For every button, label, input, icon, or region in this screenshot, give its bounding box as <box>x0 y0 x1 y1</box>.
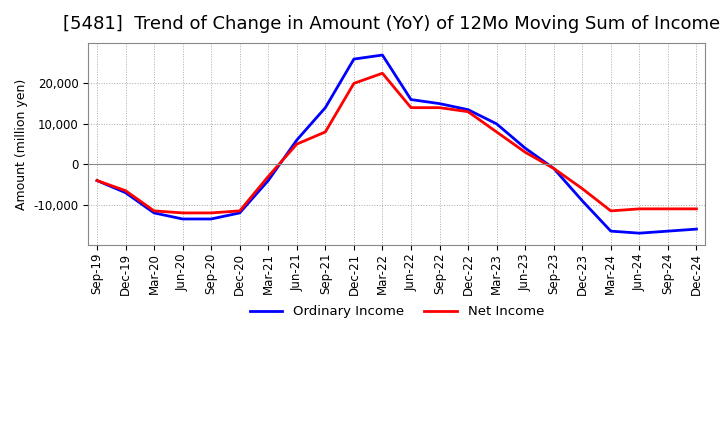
Ordinary Income <box>606 228 615 234</box>
Net Income <box>521 150 529 155</box>
Ordinary Income <box>435 101 444 106</box>
Ordinary Income <box>407 97 415 102</box>
Net Income <box>93 178 102 183</box>
Ordinary Income <box>321 105 330 110</box>
Line: Ordinary Income: Ordinary Income <box>97 55 696 233</box>
Net Income <box>179 210 187 216</box>
Ordinary Income <box>549 166 558 171</box>
Net Income <box>492 129 501 135</box>
Net Income <box>407 105 415 110</box>
Ordinary Income <box>264 178 273 183</box>
Ordinary Income <box>179 216 187 222</box>
Net Income <box>292 141 301 147</box>
Y-axis label: Amount (million yen): Amount (million yen) <box>15 78 28 210</box>
Ordinary Income <box>292 137 301 143</box>
Net Income <box>664 206 672 212</box>
Net Income <box>235 208 244 213</box>
Ordinary Income <box>492 121 501 126</box>
Ordinary Income <box>207 216 215 222</box>
Ordinary Income <box>235 210 244 216</box>
Legend: Ordinary Income, Net Income: Ordinary Income, Net Income <box>244 300 549 324</box>
Line: Net Income: Net Income <box>97 73 696 213</box>
Title: [5481]  Trend of Change in Amount (YoY) of 12Mo Moving Sum of Incomes: [5481] Trend of Change in Amount (YoY) o… <box>63 15 720 33</box>
Net Income <box>150 208 158 213</box>
Ordinary Income <box>350 56 359 62</box>
Net Income <box>549 166 558 171</box>
Ordinary Income <box>521 146 529 151</box>
Net Income <box>635 206 644 212</box>
Net Income <box>264 174 273 179</box>
Ordinary Income <box>378 52 387 58</box>
Ordinary Income <box>692 227 701 232</box>
Net Income <box>121 188 130 193</box>
Net Income <box>578 186 587 191</box>
Net Income <box>207 210 215 216</box>
Ordinary Income <box>121 190 130 195</box>
Net Income <box>378 70 387 76</box>
Ordinary Income <box>635 231 644 236</box>
Net Income <box>321 129 330 135</box>
Net Income <box>435 105 444 110</box>
Net Income <box>350 81 359 86</box>
Net Income <box>464 109 472 114</box>
Ordinary Income <box>464 107 472 112</box>
Ordinary Income <box>578 198 587 203</box>
Ordinary Income <box>93 178 102 183</box>
Net Income <box>606 208 615 213</box>
Net Income <box>692 206 701 212</box>
Ordinary Income <box>150 210 158 216</box>
Ordinary Income <box>664 228 672 234</box>
